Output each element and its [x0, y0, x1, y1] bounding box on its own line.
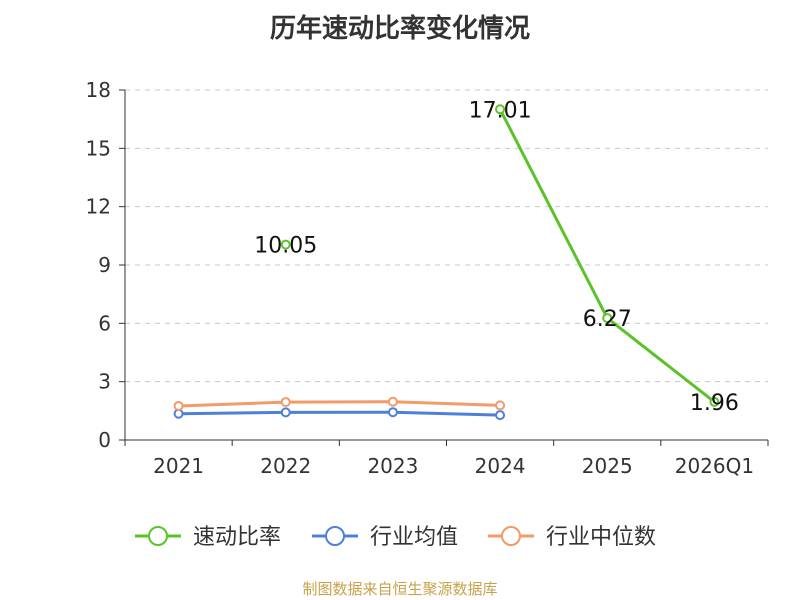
x-tick-label: 2022 [260, 454, 311, 478]
data-label: 1.96 [690, 391, 739, 416]
y-tick-label: 0 [98, 428, 111, 452]
data-point [602, 313, 613, 324]
data-point [173, 400, 184, 411]
grid-lines [125, 89, 768, 383]
y-tick-label: 9 [98, 253, 111, 277]
x-tick-label: 2026Q1 [675, 454, 754, 478]
data-label: 6.27 [583, 307, 632, 332]
legend-marker-1 [325, 526, 345, 546]
data-point [387, 396, 398, 407]
data-point [709, 396, 720, 407]
legend-marker-0 [148, 526, 168, 546]
chart-title: 历年速动比率变化情况 [269, 14, 530, 44]
y-tick-label: 15 [86, 136, 111, 160]
data-point [387, 407, 398, 418]
x-tick-label: 2021 [153, 454, 204, 478]
legend-label: 行业均值 [370, 525, 458, 550]
x-tick-label: 2025 [582, 454, 633, 478]
y-tick-label: 18 [86, 78, 111, 102]
axes: 0 3 6 9 12 15 18 2021 2022 2023 2024 2025 2026Q1 [86, 78, 769, 478]
data-point [280, 397, 291, 408]
data-point [280, 239, 291, 250]
legend: 速动比率 行业均值 行业中位数 [135, 525, 656, 550]
data-point [495, 104, 506, 115]
data-labels: 10.05 17.01 6.27 1.96 [254, 98, 739, 416]
y-tick-label: 12 [86, 195, 111, 219]
series-line-0 [498, 108, 716, 404]
y-tick-label: 3 [98, 370, 111, 394]
series-line-1 [178, 410, 501, 417]
data-point [280, 407, 291, 418]
data-label: 17.01 [469, 98, 532, 123]
legend-marker-2 [501, 526, 521, 546]
x-tick-label: 2023 [367, 454, 418, 478]
data-label: 10.05 [254, 234, 317, 259]
legend-label: 行业中位数 [546, 525, 656, 550]
series-lines [173, 104, 720, 421]
x-tick-label: 2024 [475, 454, 526, 478]
data-point [495, 410, 506, 421]
data-point [495, 400, 506, 411]
source-note: 制图数据来自恒生聚源数据库 [302, 580, 498, 598]
y-tick-label: 6 [98, 311, 111, 335]
legend-label: 速动比率 [193, 525, 281, 550]
series-line-2 [178, 400, 501, 408]
